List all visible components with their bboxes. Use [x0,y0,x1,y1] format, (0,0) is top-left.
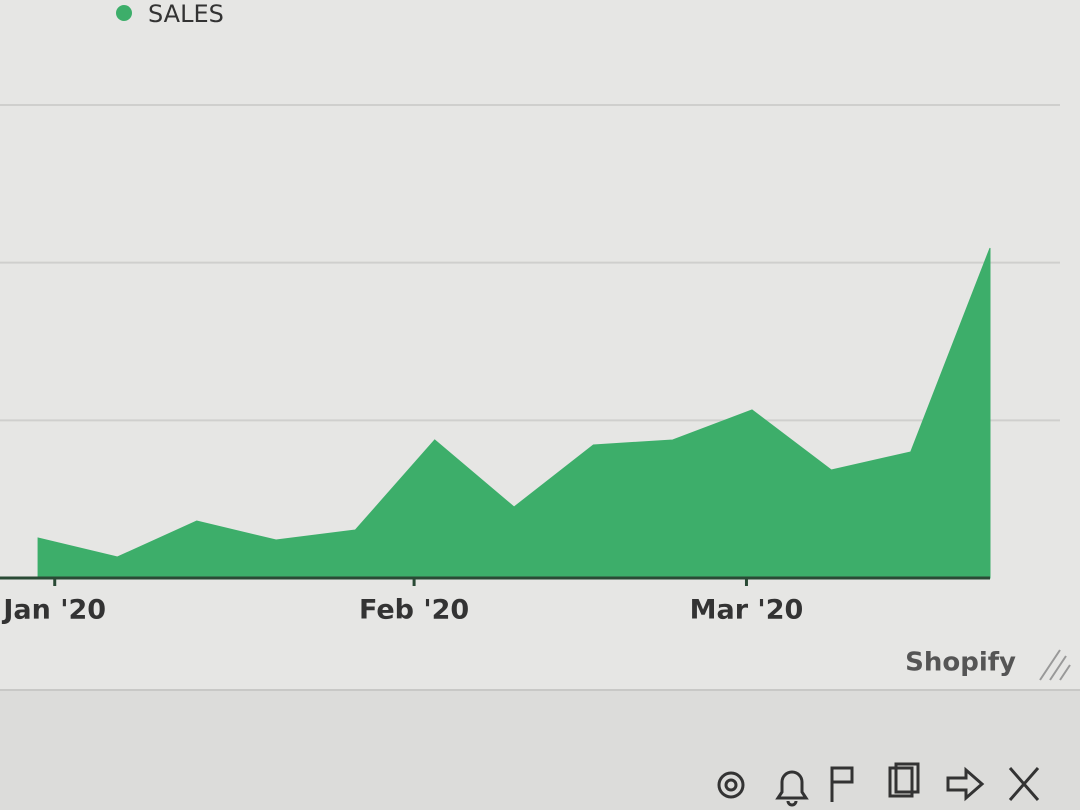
area [37,247,991,579]
settings-icon[interactable] [717,771,745,799]
toolbar-area [0,690,1080,810]
x-tick-label: Mar '20 [690,595,804,626]
x-tick-label: Jan '20 [1,595,106,626]
brand-label: Shopify [905,648,1016,678]
legend-label: SALES [148,0,224,28]
flag-icon[interactable] [830,766,854,802]
forward-icon[interactable] [946,766,985,802]
copy-icon[interactable] [888,762,920,798]
x-tick-label: Feb '20 [359,595,469,626]
legend-swatch [116,5,132,21]
close-icon[interactable] [1008,767,1040,801]
toolbar-icons [717,762,1040,807]
resize-handle [1039,649,1071,681]
notifications-icon[interactable] [775,770,809,807]
